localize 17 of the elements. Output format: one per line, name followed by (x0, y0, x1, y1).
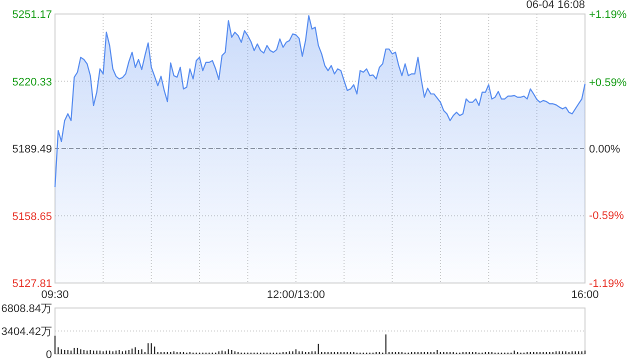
y2-tick-label: -1.19% (589, 278, 624, 290)
y-tick-label: 0 (46, 349, 52, 360)
x-tick-label: 09:30 (41, 289, 69, 301)
y-tick-label: 5127.81 (12, 278, 52, 290)
y2-tick-label: -0.59% (589, 210, 624, 222)
text: 06-04 16:08 (526, 0, 585, 11)
y-tick-label: 6808.84万 (1, 303, 52, 315)
y-tick-label: 5220.33 (12, 76, 52, 88)
x-tick-label: 16:00 (571, 289, 599, 301)
y2-tick-label: 0.00% (589, 144, 620, 156)
x-tick-label: 12:00/13:00 (266, 289, 325, 301)
y-tick-label: 5189.49 (12, 144, 52, 156)
y-tick-label: 3404.42万 (1, 326, 52, 338)
y-tick-label: 5158.65 (12, 210, 52, 223)
y2-tick-label: +0.59% (589, 76, 627, 89)
y2-tick-label: +1.19% (589, 9, 627, 21)
y-tick-label: 5251.17 (12, 9, 52, 21)
